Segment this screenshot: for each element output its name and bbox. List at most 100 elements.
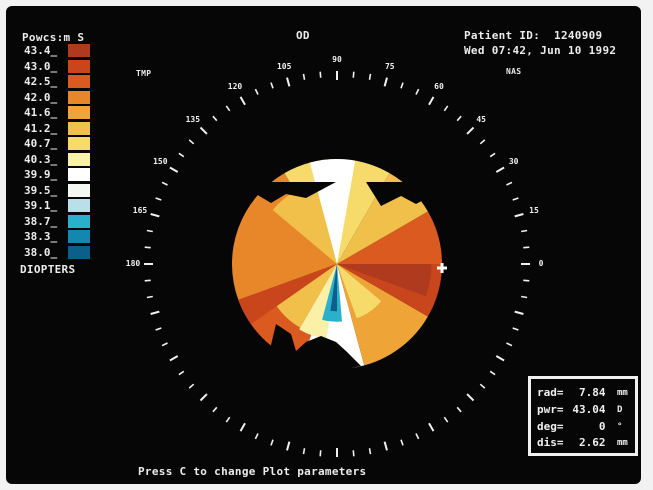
legend-value: 39.5_ bbox=[24, 183, 58, 197]
legend-value: 43.4_ bbox=[24, 44, 58, 57]
ring-tick bbox=[514, 310, 524, 315]
dis-unit: mm bbox=[617, 438, 628, 448]
legend-value: 39.1_ bbox=[24, 199, 58, 212]
ring-tick bbox=[302, 73, 306, 80]
dis-readout: dis= 2.62 bbox=[537, 436, 606, 449]
ring-tick bbox=[479, 383, 486, 389]
ring-tick bbox=[368, 448, 372, 455]
deg-readout: deg= 0 bbox=[537, 420, 606, 433]
ring-tick bbox=[178, 152, 185, 158]
legend-swatch bbox=[68, 90, 90, 104]
ring-tick bbox=[161, 181, 168, 186]
ring-tick bbox=[428, 422, 435, 432]
ring-tick bbox=[225, 416, 231, 423]
legend-swatch bbox=[68, 168, 90, 181]
legend-value: 43.0_ bbox=[24, 59, 58, 73]
topography-screen: Powcs:m S 43.4_ 43.0_ 42.5_ 42.0_ 41.6_ 41.2_… bbox=[6, 6, 641, 484]
ring-tick bbox=[495, 355, 505, 362]
ring-tick bbox=[212, 406, 218, 413]
angle-label: 105 bbox=[276, 62, 292, 71]
ring-tick bbox=[199, 393, 208, 402]
ring-tick bbox=[212, 115, 218, 122]
no-data-top-right bbox=[366, 182, 451, 216]
map-region-deep-blue bbox=[330, 264, 337, 312]
angle-label: 60 bbox=[434, 82, 444, 92]
ring-tick bbox=[383, 441, 388, 451]
legend-entry: 42.0_ bbox=[24, 90, 100, 104]
ring-tick bbox=[352, 71, 355, 78]
pwr-unit: D bbox=[617, 405, 623, 415]
ring-tick bbox=[270, 439, 274, 446]
legend-title: Powcs:m S bbox=[22, 31, 85, 44]
ring-tick bbox=[188, 139, 195, 145]
legend-swatch bbox=[68, 183, 90, 197]
angle-label: 180 bbox=[125, 259, 141, 268]
legend-entry: 38.3_ bbox=[24, 230, 100, 243]
ring-tick bbox=[479, 139, 486, 145]
ring-tick bbox=[415, 433, 420, 440]
ring-tick bbox=[456, 406, 462, 413]
legend-value: 42.5_ bbox=[24, 75, 58, 88]
legend-value: 41.2_ bbox=[24, 121, 58, 135]
legend-entry: 42.5_ bbox=[24, 75, 100, 88]
legend-entry: 38.7_ bbox=[24, 214, 100, 228]
map-region-nasal bbox=[337, 211, 442, 264]
legend-value: 38.3_ bbox=[24, 230, 58, 243]
legend-value: 42.0_ bbox=[24, 90, 58, 104]
ring-tick bbox=[443, 416, 449, 423]
legend-swatch bbox=[68, 75, 90, 88]
ring-tick bbox=[146, 229, 153, 233]
legend-entry: 40.3_ bbox=[24, 152, 100, 166]
legend-swatch bbox=[68, 121, 90, 135]
ring-tick bbox=[155, 197, 162, 201]
ring-tick bbox=[270, 82, 274, 89]
legend-units: DIOPTERS bbox=[20, 263, 76, 276]
legend-entry: 39.5_ bbox=[24, 183, 100, 197]
angle-label: 165 bbox=[132, 206, 148, 216]
ring-tick bbox=[178, 370, 185, 376]
exam-datetime: Wed 07:42, Jun 10 1992 bbox=[464, 44, 617, 57]
ring-tick bbox=[302, 448, 306, 455]
temporal-label: TMP bbox=[136, 69, 152, 78]
legend-swatch bbox=[68, 106, 90, 119]
ring-tick bbox=[199, 126, 208, 135]
eye-label: OD bbox=[296, 29, 310, 42]
ring-tick bbox=[495, 166, 505, 173]
legend-swatch bbox=[68, 245, 90, 259]
legend-value: 41.6_ bbox=[24, 106, 58, 119]
ring-tick bbox=[239, 96, 246, 106]
legend-swatch bbox=[68, 214, 90, 228]
ring-tick bbox=[523, 279, 530, 282]
ring-tick bbox=[161, 342, 168, 347]
rad-unit: mm bbox=[617, 388, 628, 398]
legend-swatch bbox=[68, 199, 90, 212]
patient-id-label: Patient ID: bbox=[464, 29, 541, 42]
ring-tick bbox=[239, 422, 246, 432]
ring-tick bbox=[428, 96, 435, 106]
angle-label: 75 bbox=[384, 62, 395, 71]
legend-swatch bbox=[68, 137, 90, 150]
angle-label: 150 bbox=[153, 157, 168, 166]
ring-tick bbox=[225, 105, 231, 112]
ring-tick bbox=[150, 213, 160, 218]
rad-readout: rad= 7.84 bbox=[537, 386, 606, 399]
ring-tick bbox=[415, 88, 420, 95]
legend-entry: 38.0_ bbox=[24, 245, 100, 259]
ring-tick bbox=[512, 197, 519, 201]
angle-label: 135 bbox=[185, 114, 201, 124]
angle-label: 30 bbox=[508, 157, 519, 166]
map-region-upper-temporal bbox=[272, 182, 337, 264]
ring-tick bbox=[506, 342, 513, 347]
map-region-temporal bbox=[231, 173, 337, 300]
ring-tick bbox=[155, 327, 162, 331]
ring-tick bbox=[383, 77, 388, 87]
nasal-label: NAS bbox=[506, 67, 522, 76]
legend-entry: 39.1_ bbox=[24, 199, 100, 212]
ring-tick bbox=[514, 213, 524, 218]
ring-tick bbox=[150, 310, 160, 315]
angle-label: 15 bbox=[529, 206, 539, 216]
angle-label: 45 bbox=[476, 114, 487, 124]
angle-label: 0 bbox=[538, 259, 544, 268]
ring-tick bbox=[254, 433, 259, 440]
legend-entry: 41.2_ bbox=[24, 121, 100, 135]
